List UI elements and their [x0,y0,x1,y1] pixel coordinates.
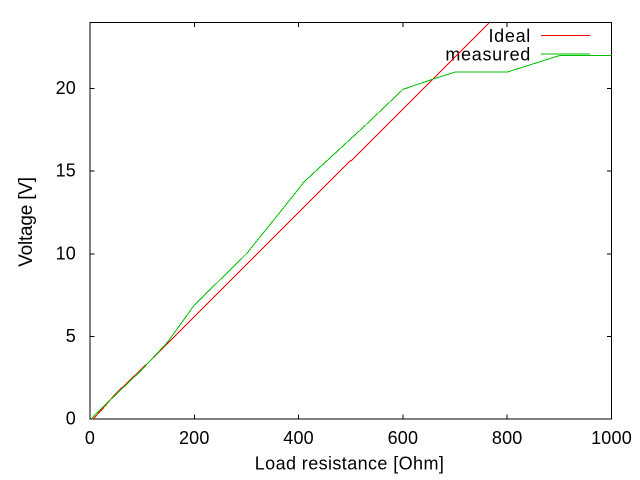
svg-text:15: 15 [56,161,76,181]
svg-text:200: 200 [179,428,210,448]
svg-text:Load resistance [Ohm]: Load resistance [Ohm] [255,454,445,474]
svg-text:400: 400 [283,428,314,448]
svg-text:Ideal: Ideal [488,26,531,46]
svg-text:1000: 1000 [591,428,632,448]
svg-text:600: 600 [388,428,419,448]
svg-text:0: 0 [66,409,76,429]
svg-text:10: 10 [56,243,76,263]
svg-text:Voltage [V]: Voltage [V] [16,177,37,267]
svg-text:800: 800 [492,428,523,448]
svg-text:measured: measured [445,45,531,65]
svg-text:0: 0 [85,428,95,448]
svg-text:5: 5 [66,326,76,346]
svg-text:20: 20 [56,78,76,98]
